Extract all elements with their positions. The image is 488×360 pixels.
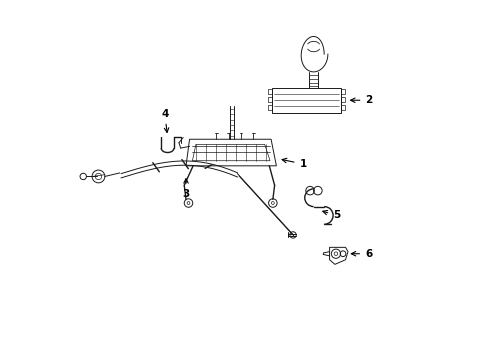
- Text: 1: 1: [282, 158, 306, 169]
- Bar: [267, 89, 272, 94]
- Bar: [340, 97, 344, 102]
- Bar: [267, 105, 272, 110]
- Text: 2: 2: [350, 95, 372, 105]
- Text: 4: 4: [161, 109, 168, 132]
- Bar: [340, 89, 344, 94]
- Bar: [267, 97, 272, 102]
- Text: 5: 5: [322, 210, 340, 220]
- Bar: [340, 105, 344, 110]
- Text: 3: 3: [182, 179, 189, 199]
- Text: 6: 6: [350, 249, 371, 259]
